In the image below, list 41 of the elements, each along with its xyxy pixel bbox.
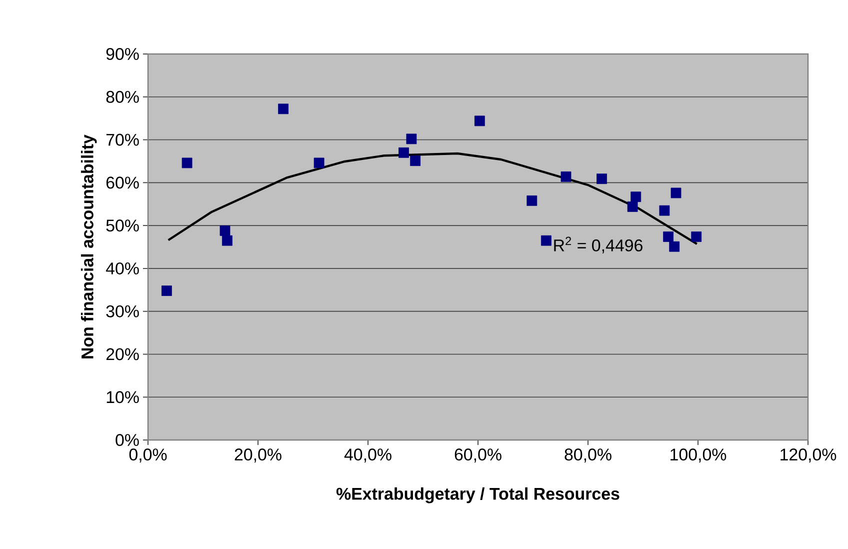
point (182, 158, 192, 168)
point (669, 241, 680, 252)
point (670, 188, 682, 198)
y-tick-label: 60% (106, 176, 139, 189)
point (474, 116, 485, 126)
y-tick-label: 30% (106, 305, 139, 318)
point (560, 171, 572, 182)
point (526, 195, 538, 206)
y-axis-title: Non financial accountability (80, 134, 97, 358)
x-tick-label: 100,0% (670, 448, 726, 463)
annotation: R$^{2}$ = 0,4496 (554, 236, 642, 254)
point (596, 174, 607, 184)
x-tick-label: 120,0% (780, 448, 836, 463)
x-tick-label: 40,0% (344, 448, 392, 463)
x-axis-title: %Extrabudgetary / Total Resources (336, 487, 620, 504)
y-tick-label: 70% (106, 134, 139, 146)
y-tick-label: 10% (106, 391, 139, 404)
point (406, 134, 417, 144)
x-tick-label: 60,0% (454, 448, 502, 463)
y-tick-label: 40% (106, 262, 139, 274)
y-tick-label: 90% (106, 48, 139, 60)
y-tick-label: 50% (106, 220, 139, 232)
point (220, 226, 230, 236)
point (627, 201, 638, 212)
y-tick-label: 80% (106, 90, 139, 103)
point (663, 232, 674, 242)
point (222, 235, 232, 246)
x-tick-label: 20,0% (234, 448, 282, 463)
point (691, 232, 702, 242)
point (630, 192, 642, 202)
point (659, 205, 670, 216)
point (162, 286, 172, 296)
point (541, 235, 552, 246)
y-tick-label: 0% (116, 434, 139, 446)
point (410, 156, 421, 166)
point (278, 104, 288, 114)
x-tick-label: 0,0% (129, 448, 167, 463)
point (398, 147, 409, 158)
y-tick-label: 20% (106, 348, 139, 360)
point (314, 158, 324, 168)
x-tick-label: 80,0% (564, 448, 612, 463)
